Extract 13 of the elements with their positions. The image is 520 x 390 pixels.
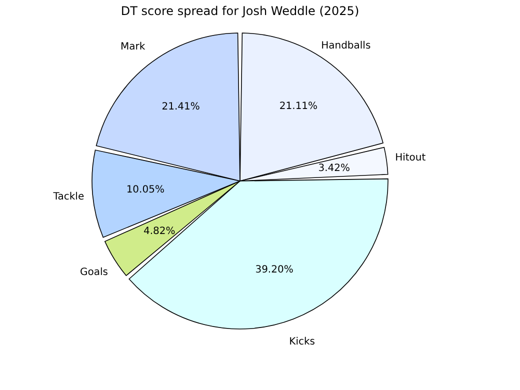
data-label: 21.11% (279, 101, 318, 112)
slice-label: Hitout (395, 152, 426, 164)
chart-title: DT score spread for Josh Weddle (2025) (120, 4, 360, 18)
slice-label: Kicks (289, 336, 315, 348)
slice-label: Tackle (52, 191, 84, 202)
data-label: 3.42% (318, 163, 350, 174)
slice-label: Handballs (321, 40, 371, 52)
slice-label: Mark (120, 41, 146, 52)
data-label: 10.05% (126, 184, 164, 196)
slice-label: Goals (80, 266, 108, 278)
data-label: 4.82% (143, 226, 176, 238)
data-label: 21.41% (162, 102, 200, 113)
data-label: 39.20% (255, 264, 294, 276)
